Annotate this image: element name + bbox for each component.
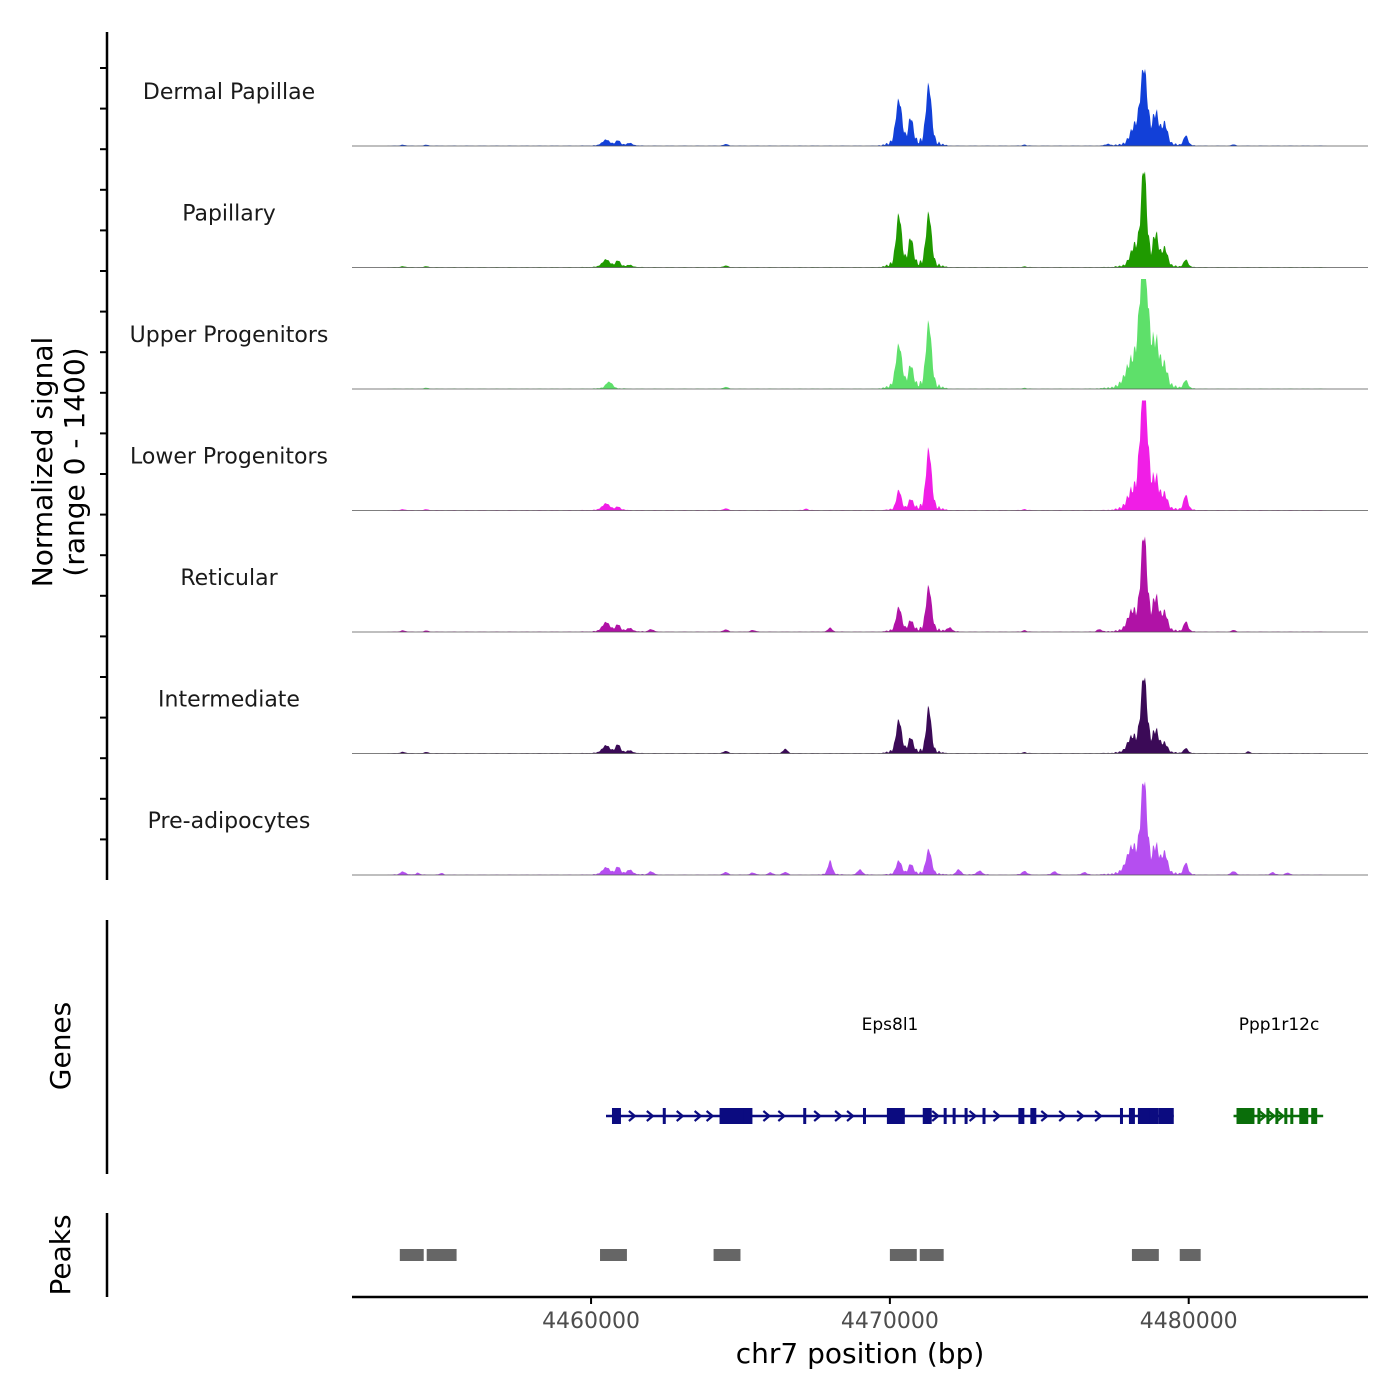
gene-exon-0-13 xyxy=(1030,1108,1037,1124)
gene-exon-1-2 xyxy=(1266,1108,1270,1124)
gene-strand-arrow-0-6 xyxy=(777,1110,787,1122)
gene-strand-arrow-0-10 xyxy=(931,1110,940,1122)
gene-strand-arrow-0-7 xyxy=(813,1110,822,1122)
gene-exon-0-4 xyxy=(803,1108,807,1124)
gene-strand-arrow-0-9 xyxy=(846,1110,855,1122)
track-signal-area-5 xyxy=(352,677,1368,754)
gene-exon-0-2 xyxy=(719,1108,747,1124)
gene-exon-0-0 xyxy=(611,1108,621,1124)
genes-y-title: Genes xyxy=(44,1002,77,1090)
track-2: Upper Progenitors xyxy=(130,279,1368,390)
peak-region-2 xyxy=(600,1249,627,1261)
track-signal-area-1 xyxy=(352,171,1368,268)
gene-strand-arrow-0-1 xyxy=(646,1110,655,1122)
gene-exon-0-6 xyxy=(886,1108,905,1124)
peak-region-3 xyxy=(713,1249,741,1261)
gene-exon-0-14 xyxy=(1119,1108,1123,1124)
gene-exon-0-8 xyxy=(943,1108,947,1124)
peak-region-0 xyxy=(399,1249,424,1261)
x-tick-label-0: 4460000 xyxy=(542,1309,640,1334)
track-signal-area-3 xyxy=(352,400,1368,511)
x-tick-label-1: 4470000 xyxy=(841,1309,939,1334)
track-1: Papillary xyxy=(182,171,1368,268)
track-3: Lower Progenitors xyxy=(130,400,1368,511)
peak-region-4 xyxy=(889,1249,917,1261)
gene-strand-arrow-0-15 xyxy=(1076,1110,1085,1122)
track-label-2: Upper Progenitors xyxy=(130,323,329,348)
x-axis-ticks: 4460000 4470000 4480000 xyxy=(542,1297,1238,1334)
gene-strand-arrow-0-4 xyxy=(705,1110,715,1122)
peak-region-5 xyxy=(919,1249,944,1261)
gene-strand-arrow-0-14 xyxy=(1058,1110,1067,1122)
gene-exon-0-5 xyxy=(862,1108,866,1124)
track-label-5: Intermediate xyxy=(158,688,300,713)
gene-strand-arrow-1-0 xyxy=(1258,1110,1268,1122)
coverage-y-title-line1: Normalized signal xyxy=(26,337,59,588)
gene-1: Ppp1r12c xyxy=(1233,1015,1324,1124)
gene-strand-arrow-0-11 xyxy=(968,1110,978,1122)
gene-strand-arrow-0-3 xyxy=(693,1110,703,1122)
gene-strand-arrow-0-5 xyxy=(762,1110,772,1122)
peak-region-6 xyxy=(1131,1249,1159,1261)
gene-strand-arrow-0-2 xyxy=(676,1110,685,1122)
coverage-tracks: Dermal Papillae Papillary Upper Progenitor… xyxy=(130,68,1368,876)
gene-strand-arrow-0-12 xyxy=(992,1110,1002,1122)
peak-region-7 xyxy=(1179,1249,1201,1261)
gene-models: Eps8l1 Ppp1r12c xyxy=(606,1015,1324,1124)
gene-strand-arrow-1-1 xyxy=(1267,1110,1277,1122)
gene-label-1: Ppp1r12c xyxy=(1239,1015,1320,1035)
gene-strand-arrow-0-8 xyxy=(834,1110,843,1122)
x-tick-label-2: 4480000 xyxy=(1140,1309,1238,1334)
gene-exon-1-6 xyxy=(1299,1108,1309,1124)
peak-regions xyxy=(399,1249,1201,1261)
gene-strand-arrow-1-2 xyxy=(1276,1110,1286,1122)
gene-exon-0-7 xyxy=(922,1108,932,1124)
gene-0: Eps8l1 xyxy=(606,1015,1174,1124)
track-label-3: Lower Progenitors xyxy=(130,445,328,470)
track-6: Pre-adipocytes xyxy=(148,781,1368,876)
track-signal-area-2 xyxy=(352,279,1368,389)
gene-exon-0-10 xyxy=(964,1108,968,1124)
track-0: Dermal Papillae xyxy=(143,68,1368,147)
gene-exon-0-12 xyxy=(1018,1108,1025,1124)
gene-exon-0-9 xyxy=(952,1108,956,1124)
track-label-0: Dermal Papillae xyxy=(143,80,315,105)
track-5: Intermediate xyxy=(158,677,1368,754)
gene-exon-0-15 xyxy=(1128,1108,1135,1124)
peaks-y-title: Peaks xyxy=(44,1214,77,1295)
coverage-y-ticks xyxy=(100,67,107,841)
track-label-1: Papillary xyxy=(182,202,276,227)
gene-exon-1-5 xyxy=(1290,1108,1294,1124)
gene-exon-0-17 xyxy=(1149,1108,1159,1124)
track-4: Reticular xyxy=(180,536,1368,633)
gene-exon-0-1 xyxy=(662,1108,666,1124)
gene-exon-1-3 xyxy=(1275,1108,1279,1124)
gene-exon-1-4 xyxy=(1284,1108,1288,1124)
track-label-4: Reticular xyxy=(180,566,278,591)
track-label-6: Pre-adipocytes xyxy=(148,809,311,834)
track-signal-area-4 xyxy=(352,536,1368,632)
gene-exon-1-1 xyxy=(1257,1108,1261,1124)
gene-label-0: Eps8l1 xyxy=(862,1015,919,1035)
peak-region-1 xyxy=(426,1249,457,1261)
track-signal-area-6 xyxy=(352,781,1368,875)
gene-exon-1-7 xyxy=(1311,1108,1318,1124)
gene-exon-1-0 xyxy=(1236,1108,1255,1124)
x-axis-title: chr7 position (bp) xyxy=(736,1337,985,1370)
coverage-y-title-line2: (range 0 - 1400) xyxy=(58,347,91,576)
gene-exon-0-18 xyxy=(1158,1108,1174,1124)
gene-strand-arrow-0-13 xyxy=(1040,1110,1049,1122)
gene-exon-0-11 xyxy=(982,1108,986,1124)
gene-strand-arrow-0-16 xyxy=(1094,1110,1103,1122)
gene-exon-0-3 xyxy=(743,1108,753,1124)
gene-strand-arrow-0-0 xyxy=(628,1110,637,1122)
coverage-y-title: Normalized signal (range 0 - 1400) xyxy=(26,337,91,588)
track-signal-area-0 xyxy=(352,68,1368,146)
